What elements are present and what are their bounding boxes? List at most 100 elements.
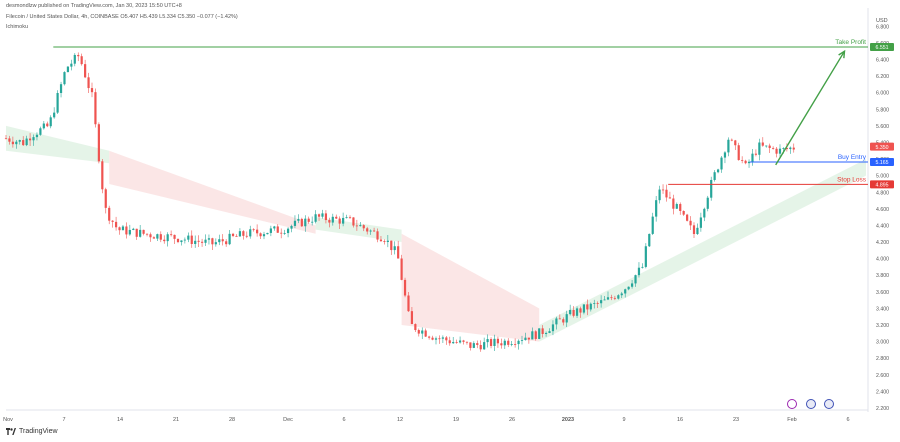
candle-body [558, 318, 561, 320]
y-tick-label: 2.600 [876, 373, 889, 379]
candle-body [345, 217, 348, 219]
candle-body [114, 221, 118, 228]
candle-body [314, 214, 317, 222]
candle-body [11, 141, 14, 145]
candle-body [538, 328, 541, 339]
candle-body [734, 140, 737, 146]
y-tick-label: 4.400 [876, 223, 889, 229]
candle-body [149, 234, 152, 238]
candle-body [379, 239, 383, 242]
candle-body [634, 275, 637, 284]
level-price-tag [870, 42, 894, 51]
candle-body [207, 238, 211, 240]
candle-body [403, 279, 407, 296]
candle-body [87, 77, 90, 89]
candle-body [679, 204, 682, 211]
candle-body [462, 340, 465, 342]
candle-body [145, 233, 149, 235]
candle-body [424, 330, 427, 337]
candle-body [293, 220, 297, 226]
candle-body [524, 337, 527, 341]
candle-body [53, 112, 56, 118]
y-tick-label: 6.400 [876, 57, 889, 63]
candle-body [469, 342, 472, 348]
candle-body [527, 337, 530, 340]
y-tick-label: 3.200 [876, 323, 889, 329]
candle-body [531, 331, 534, 340]
candle-body [77, 54, 80, 57]
candle-body [723, 152, 727, 158]
candle-body [778, 148, 782, 154]
brand-name: TradingView [19, 428, 58, 435]
candle-body [548, 331, 551, 333]
published-line: desmondlzw published on TradingView.com,… [6, 3, 182, 9]
candle-body [238, 231, 242, 237]
candle-body [176, 238, 180, 243]
candle-body [128, 229, 131, 235]
candle-body [28, 138, 32, 141]
candle-body [600, 300, 603, 304]
y-tick-label: 4.200 [876, 240, 889, 246]
candle-body [699, 217, 702, 228]
candle-body [32, 137, 35, 141]
us-flag-event-icon [824, 399, 834, 409]
candle-body [758, 142, 761, 155]
y-tick-label: 3.600 [876, 290, 889, 296]
candle-body [139, 229, 142, 237]
x-tick-label: 6 [846, 417, 849, 423]
candle-body [476, 343, 479, 345]
candle-body [156, 234, 159, 239]
candle-body [311, 221, 314, 223]
candle-body [190, 235, 193, 244]
candle-body [94, 92, 97, 125]
candle-body [689, 220, 692, 226]
candle-body [675, 204, 678, 209]
candle-body [180, 240, 183, 243]
candle-body [25, 138, 28, 146]
candle-body [338, 218, 341, 224]
candle-body [544, 332, 548, 334]
projection-arrow-line [775, 50, 846, 166]
candle-body [455, 342, 458, 343]
candle-body [517, 340, 520, 345]
tradingview-brand: TradingView [6, 428, 58, 435]
candle-body [286, 228, 290, 234]
y-tick-label: 6.000 [876, 91, 889, 97]
candle-body [104, 189, 107, 208]
candle-body [204, 239, 207, 243]
symbol-line: Filecoin / United States Dollar, 4h, COI… [6, 14, 238, 20]
candle-body [754, 153, 758, 155]
candle-body [245, 235, 248, 237]
candle-body [142, 229, 145, 234]
candle-body [603, 299, 606, 301]
candle-body [70, 63, 73, 67]
candle-body [170, 234, 173, 236]
candle-body [737, 145, 740, 161]
candle-body [362, 225, 365, 229]
candle-body [582, 304, 586, 313]
candle-body [696, 227, 699, 235]
level-price-tag [870, 157, 894, 166]
candle-body [410, 311, 414, 325]
candle-body [472, 343, 475, 348]
candle-body [390, 240, 393, 251]
candle-body [627, 286, 630, 290]
candle-body [741, 160, 744, 161]
candle-body [644, 246, 647, 267]
x-tick-label: 23 [733, 417, 739, 423]
candle-body [569, 309, 572, 315]
candle-body [744, 160, 747, 164]
candle-body [121, 226, 125, 231]
candle-body [593, 303, 596, 304]
candle-body [624, 289, 627, 294]
candle-body [610, 297, 613, 299]
candle-body [479, 344, 482, 350]
indicator-label[interactable]: Ichimoku [6, 24, 29, 30]
candle-body [352, 217, 355, 226]
candle-body [183, 239, 186, 241]
candle-body [18, 140, 21, 142]
candle-body [297, 218, 300, 221]
projection-arrow-head [838, 49, 846, 59]
candle-body [620, 293, 623, 296]
